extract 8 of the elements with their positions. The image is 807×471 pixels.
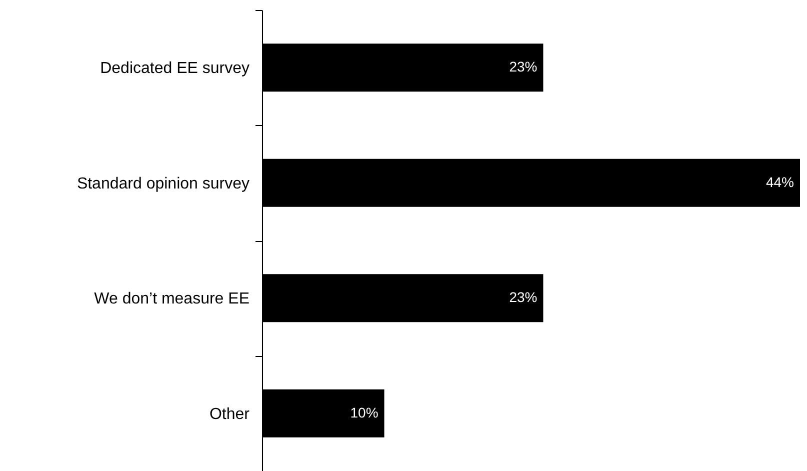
data-label: 44% [766,174,794,190]
data-label: 10% [350,404,378,420]
y-tick-label: Standard opinion survey [76,175,250,192]
data-label: 23% [509,58,538,75]
y-tick-label: Dedicated EE survey [100,60,250,78]
data-label: 23% [509,289,538,306]
y-tick-label: Other [209,406,250,423]
y-tick-label: We don’t measure EE [94,290,250,308]
